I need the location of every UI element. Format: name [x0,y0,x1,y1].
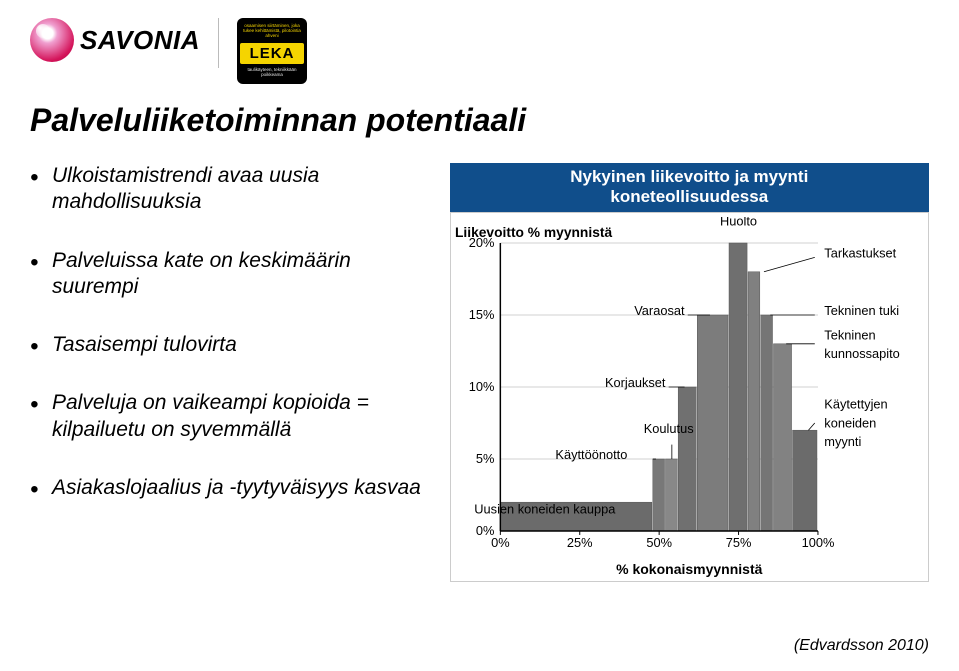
savonia-wordmark: SAVONIA [80,25,200,56]
chart-annotation: Käytettyjen [824,396,887,411]
page-title: Palveluliiketoiminnan potentiaali [30,102,929,139]
bullet-item: Ulkoistamistrendi avaa uusia mahdollisuu… [30,163,430,216]
citation: (Edvardsson 2010) [794,637,929,655]
chart-bar [792,430,816,531]
chart-bar [729,243,747,531]
content-row: Ulkoistamistrendi avaa uusia mahdollisuu… [30,163,929,582]
leka-tiny-text2: taulikäyteen, tekniikkään poikkeama [237,68,307,78]
chart-annotation: Korjaukset [605,375,666,390]
logo-divider [218,18,219,68]
chart-annotation: Käyttöönotto [555,447,627,462]
y-tick-label: 5% [475,451,494,466]
chart-bar [665,459,677,531]
slide-page: SAVONIA osaamisen siirtäminen, joka tuke… [0,0,959,671]
chart-annotation: Koulutus [643,421,693,436]
chart-figure: Nykyinen liikevoitto ja myynti koneteoll… [450,163,929,582]
chart-bar [760,315,772,531]
x-tick-label: 75% [725,535,751,550]
chart-bar [652,459,664,531]
bullet-item: Tasaisempi tulovirta [30,332,430,358]
x-axis-title: % kokonaismyynnistä [453,557,926,579]
chart-annotation: kunnossapito [824,346,900,361]
x-tick-label: 25% [566,535,592,550]
chart-annotation: koneiden [824,415,876,430]
chart-annotation: myynti [824,434,861,449]
y-axis-title: Liikevoitto % myynnistä [455,225,612,240]
chart-container: 0%5%10%15%20%Liikevoitto % myynnistä0%25… [450,212,929,582]
chart-header-line2: koneteollisuudessa [450,187,929,207]
bullet-list: Ulkoistamistrendi avaa uusia mahdollisuu… [30,163,430,533]
leka-tiny-text: osaamisen siirtäminen, joka tukee kehitt… [237,24,307,39]
chart-bar [773,344,791,531]
bullet-item: Palveluja on vaikeampi kopioida = kilpai… [30,390,430,443]
x-tick-label: 100% [801,535,834,550]
chart-svg: 0%5%10%15%20%Liikevoitto % myynnistä0%25… [453,217,926,557]
savonia-logo: SAVONIA [30,18,200,62]
chart-annotation: Tarkastukset [824,245,896,260]
chart-header-line1: Nykyinen liikevoitto ja myynti [450,167,929,187]
chart-annotation: Uusien koneiden kauppa [474,502,616,517]
chart-bar [697,315,728,531]
bullet-item: Asiakaslojaalius ja -tyytyväisyys kasvaa [30,475,430,501]
chart-annotation: Tekninen tuki [824,303,899,318]
chart-bar [678,387,696,531]
chart-annotation: Huolto [720,217,757,229]
x-tick-label: 0% [491,535,510,550]
chart-annotation: Varaosat [634,303,685,318]
chart-annotation: Tekninen [824,327,875,342]
bullet-item: Palveluissa kate on keskimäärin suurempi [30,248,430,301]
x-tick-label: 50% [646,535,672,550]
chart-header: Nykyinen liikevoitto ja myynti koneteoll… [450,163,929,212]
savonia-orb-icon [30,18,74,62]
y-tick-label: 15% [468,307,494,322]
y-tick-label: 10% [468,379,494,394]
leka-logo: osaamisen siirtäminen, joka tukee kehitt… [237,18,307,84]
leka-wordmark: LEKA [240,43,305,64]
chart-area: 0%5%10%15%20%Liikevoitto % myynnistä0%25… [453,217,926,557]
logo-row: SAVONIA osaamisen siirtäminen, joka tuke… [30,18,929,84]
chart-bar [748,272,760,531]
